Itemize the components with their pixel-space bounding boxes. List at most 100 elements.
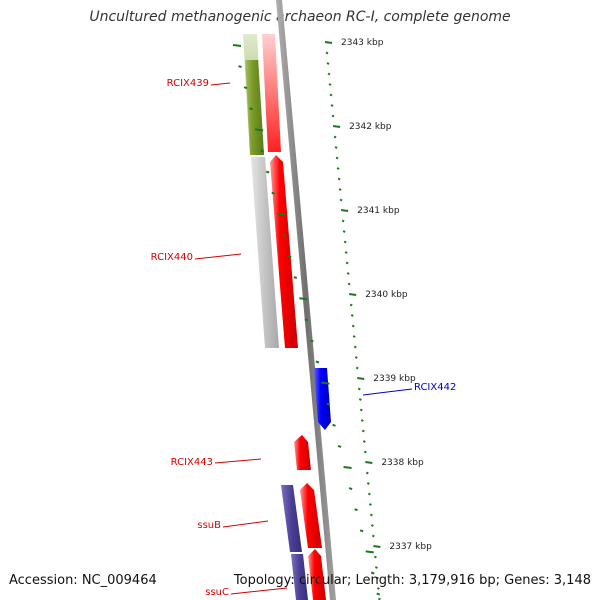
tick-mark-left xyxy=(315,360,320,364)
tick-mark-left xyxy=(260,149,264,153)
gene-label[interactable]: ssuB xyxy=(197,520,221,531)
feature-rcix440-gray[interactable] xyxy=(251,157,279,348)
gene-label-leader xyxy=(222,520,269,528)
gene-label[interactable]: RCIX440 xyxy=(151,252,193,263)
tick-mark-left xyxy=(332,423,336,427)
tick-mark-left xyxy=(254,128,264,132)
scale-label: 2341 kbp xyxy=(357,206,400,216)
tick-mark-right xyxy=(326,62,330,65)
tick-mark-right xyxy=(331,114,335,118)
feature-ssub-purple[interactable] xyxy=(281,485,302,552)
scale-label: 2338 kbp xyxy=(381,458,424,468)
gene-arrow-ssuc[interactable] xyxy=(308,549,326,600)
tick-mark-right xyxy=(341,219,345,223)
gene-arrow-rcix440[interactable] xyxy=(270,155,298,348)
gene-arrow-rcix439[interactable] xyxy=(262,34,281,152)
tick-mark-left xyxy=(287,255,292,258)
tick-mark-right xyxy=(347,282,351,286)
tick-mark-left xyxy=(343,466,352,469)
tick-mark-right xyxy=(349,293,357,296)
tick-mark-right xyxy=(367,492,371,496)
tick-mark-right xyxy=(361,429,365,433)
tick-mark-right xyxy=(327,72,331,76)
gene-label[interactable]: RCIX442 xyxy=(414,382,456,393)
tick-mark-right xyxy=(342,230,346,233)
tick-mark-right xyxy=(377,597,381,600)
gene-label[interactable]: RCIX443 xyxy=(171,457,213,468)
gene-label-leader xyxy=(214,458,262,464)
tick-mark-left xyxy=(326,402,331,406)
tick-mark-right xyxy=(329,93,333,97)
tick-mark-left xyxy=(265,170,270,174)
tick-mark-right xyxy=(349,303,353,307)
tick-mark-left xyxy=(232,44,242,47)
tick-mark-left xyxy=(299,297,308,301)
tick-mark-right xyxy=(373,555,377,559)
gene-arrow-ssub[interactable] xyxy=(300,483,322,548)
gene-label-leader xyxy=(230,587,288,595)
tick-mark-left xyxy=(376,592,381,596)
tick-mark-right xyxy=(371,534,375,538)
tick-mark-right xyxy=(357,377,365,380)
tick-mark-right xyxy=(333,135,337,139)
scale-ticks xyxy=(232,41,381,600)
tick-mark-right xyxy=(357,387,361,391)
tick-mark-right xyxy=(370,524,374,527)
tick-mark-right xyxy=(369,513,373,517)
scale-label: 2343 kbp xyxy=(341,38,384,48)
tick-mark-right xyxy=(336,167,340,170)
tick-mark-left xyxy=(277,212,286,216)
tick-mark-right xyxy=(335,156,339,160)
tick-mark-left xyxy=(304,318,309,322)
tick-mark-right xyxy=(343,240,347,244)
gene-label[interactable]: ssuC xyxy=(205,587,229,598)
tick-mark-right xyxy=(344,251,348,254)
gene-label-leader xyxy=(362,388,413,396)
scale-labels: 2343 kbp 2342 kbp 2341 kbp 2340 kbp 2339 kbp… xyxy=(341,38,432,552)
tick-mark-right xyxy=(339,198,343,202)
tick-mark-left xyxy=(337,444,342,448)
tick-mark-left xyxy=(271,191,276,195)
tick-mark-right xyxy=(375,576,379,580)
tick-mark-right xyxy=(330,104,334,107)
tick-mark-right xyxy=(346,272,350,275)
gene-label[interactable]: RCIX439 xyxy=(167,78,209,89)
feature-rcix439-olive-body xyxy=(245,60,264,155)
tick-mark-left xyxy=(365,550,374,554)
tick-mark-right xyxy=(353,345,357,349)
tick-mark-left xyxy=(310,339,314,343)
tick-mark-right xyxy=(362,440,366,443)
tick-mark-right xyxy=(350,314,354,317)
tick-mark-right xyxy=(376,587,380,590)
tick-mark-right xyxy=(352,335,356,338)
tick-mark-left xyxy=(370,571,375,575)
tick-mark-right xyxy=(368,503,372,506)
gene-label-leader xyxy=(210,82,231,86)
tick-mark-right xyxy=(373,545,381,548)
tick-mark-right xyxy=(355,366,359,370)
tick-mark-right xyxy=(363,450,367,454)
tick-mark-left xyxy=(282,233,287,237)
tick-mark-right xyxy=(351,324,355,328)
tick-mark-left xyxy=(249,107,253,111)
tick-mark-right xyxy=(338,188,342,191)
tick-mark-left xyxy=(243,86,248,90)
tick-mark-right xyxy=(340,209,349,212)
tick-mark-right xyxy=(334,146,338,149)
tick-mark-right xyxy=(365,461,373,464)
gene-label-leader xyxy=(194,253,242,260)
tick-mark-right xyxy=(365,471,369,475)
scale-label: 2342 kbp xyxy=(349,122,392,132)
scale-label: 2337 kbp xyxy=(389,542,432,552)
gene-arrow-rcix443[interactable] xyxy=(294,435,311,470)
tick-mark-right xyxy=(332,125,341,128)
scale-label: 2340 kbp xyxy=(365,290,408,300)
tick-mark-right xyxy=(345,261,349,265)
accession-text: Accession: NC_009464 xyxy=(9,573,157,588)
feature-ssuc-purple[interactable] xyxy=(291,554,308,600)
gene-labels: RCIX439 RCIX440 RCIX442 RCIX443 ssuB ssuC xyxy=(151,78,457,598)
tick-mark-left xyxy=(359,529,364,533)
tick-mark-left xyxy=(354,508,358,512)
